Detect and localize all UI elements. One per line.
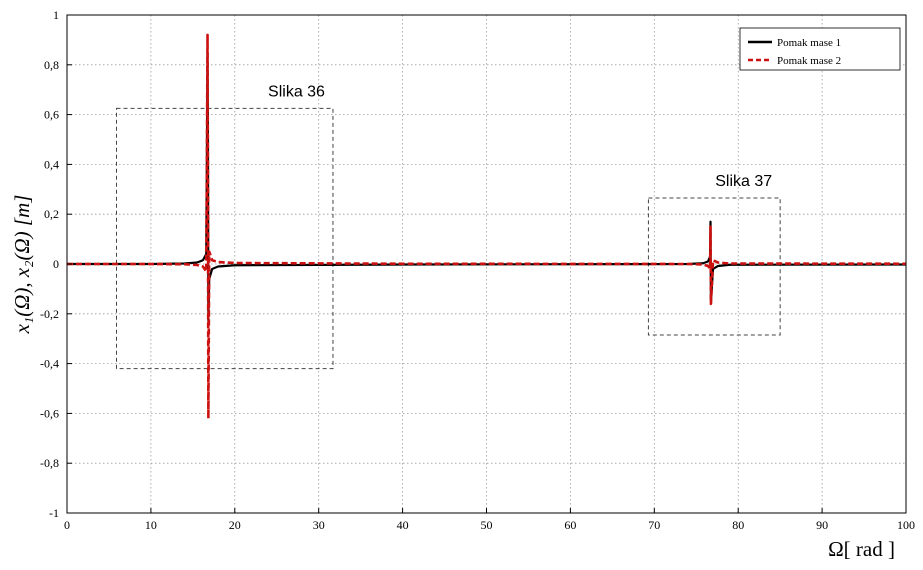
y-tick-label: -0,4 <box>40 357 59 371</box>
y-tick-label: 0 <box>53 257 59 271</box>
x-tick-label: 40 <box>397 518 409 532</box>
x-tick-label: 90 <box>816 518 828 532</box>
y-tick-label: -1 <box>49 506 59 520</box>
y-tick-label: -0,6 <box>40 406 59 420</box>
y-tick-label: -0,8 <box>40 456 59 470</box>
y-tick-label: 1 <box>53 8 59 22</box>
y-axis-label: x₁(Ω), x₂(Ω) [m] <box>10 195 34 335</box>
annotation-label-1: Slika 36 <box>268 83 325 100</box>
y-tick-label: 0,2 <box>44 207 59 221</box>
annotation-boxes: Slika 36 Slika 37 <box>116 83 781 370</box>
legend: Pomak mase 1 Pomak mase 2 <box>739 27 901 71</box>
x-axis-label: Ω[ rad ] <box>828 537 895 561</box>
annotation-label-2: Slika 37 <box>715 173 772 190</box>
y-tick-label: 0,4 <box>44 157 59 171</box>
legend-box <box>739 27 901 71</box>
annotation-box-2 <box>647 197 781 336</box>
legend-label-series-1: Pomak mase 1 <box>777 37 841 49</box>
x-tick-label: 100 <box>897 518 915 532</box>
y-tick-label: 0,6 <box>44 108 59 122</box>
x-tick-label: 10 <box>145 518 157 532</box>
x-tick-label: 70 <box>648 518 660 532</box>
y-tick-label: -0,2 <box>40 307 59 321</box>
y-tick-label: 0,8 <box>44 58 59 72</box>
series-layer <box>67 33 907 420</box>
x-tick-label: 80 <box>732 518 744 532</box>
annotation-box-1 <box>116 107 334 370</box>
x-tick-label: 30 <box>313 518 325 532</box>
x-tick-label: 60 <box>564 518 576 532</box>
axis-ticks: 0 10 20 30 40 50 60 70 80 90 100 1 0,8 0,6 0,4 0,2 0 -0,2… <box>40 8 915 532</box>
x-tick-label: 20 <box>229 518 241 532</box>
x-tick-label: 50 <box>481 518 493 532</box>
series-line-2 <box>67 33 907 420</box>
legend-label-series-2: Pomak mase 2 <box>777 55 841 67</box>
x-tick-label: 0 <box>64 518 70 532</box>
